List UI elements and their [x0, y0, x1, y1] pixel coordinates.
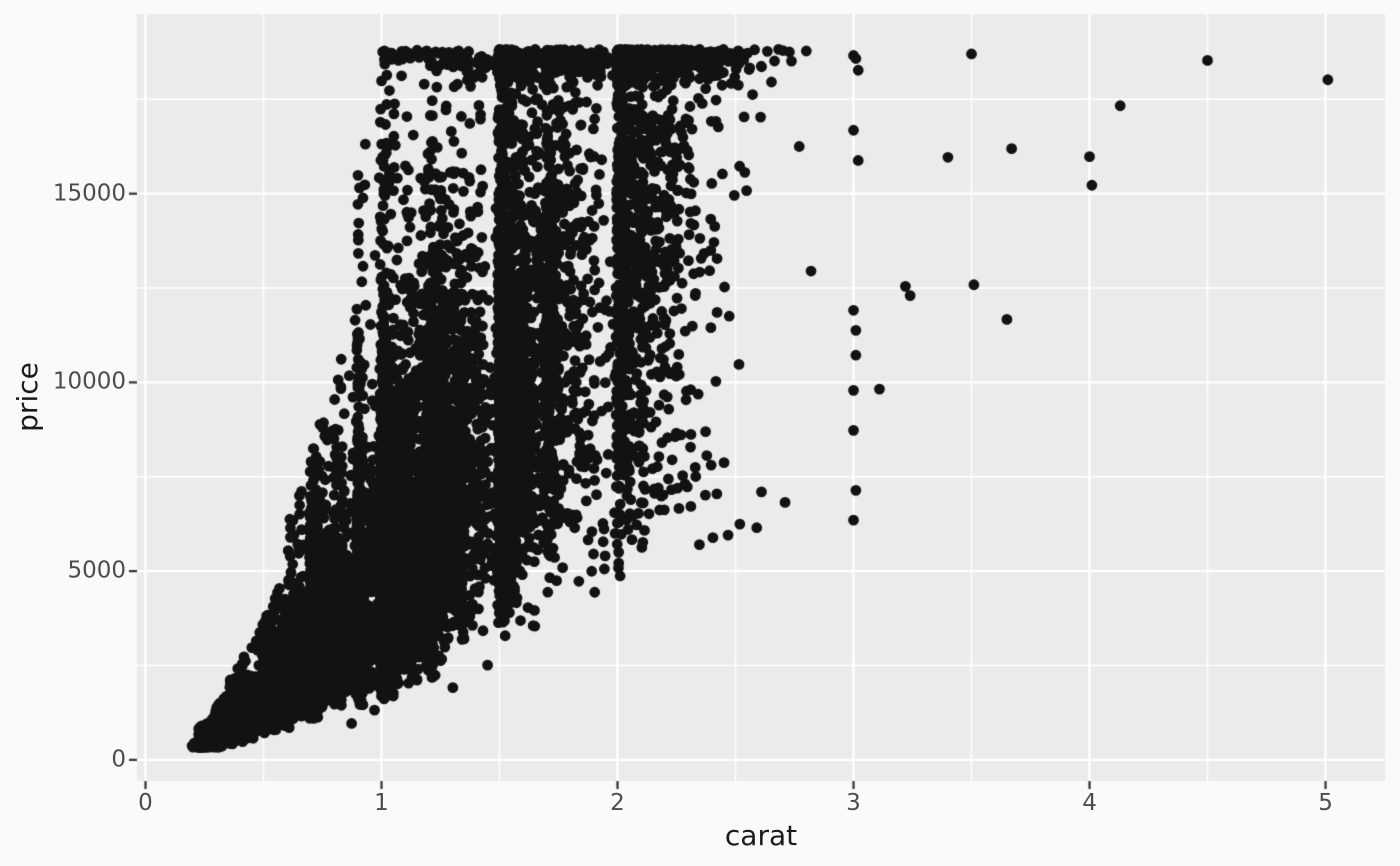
x-axis-tick-label: 2	[610, 790, 625, 816]
y-axis-tick-label: 5000	[67, 557, 126, 584]
x-axis-title: carat	[724, 819, 798, 852]
y-axis-tick-label: 10000	[52, 368, 126, 395]
x-axis-tick-label: 4	[1082, 790, 1097, 816]
y-axis-tick-label: 15000	[52, 180, 126, 207]
y-axis-title: price	[11, 362, 44, 432]
x-axis-tick-label: 0	[138, 790, 153, 816]
x-axis-tick-label: 3	[846, 790, 861, 816]
x-axis-tick-label: 1	[374, 790, 389, 816]
x-axis-tick-label: 5	[1318, 790, 1333, 816]
y-axis-tick-label: 0	[111, 746, 126, 773]
